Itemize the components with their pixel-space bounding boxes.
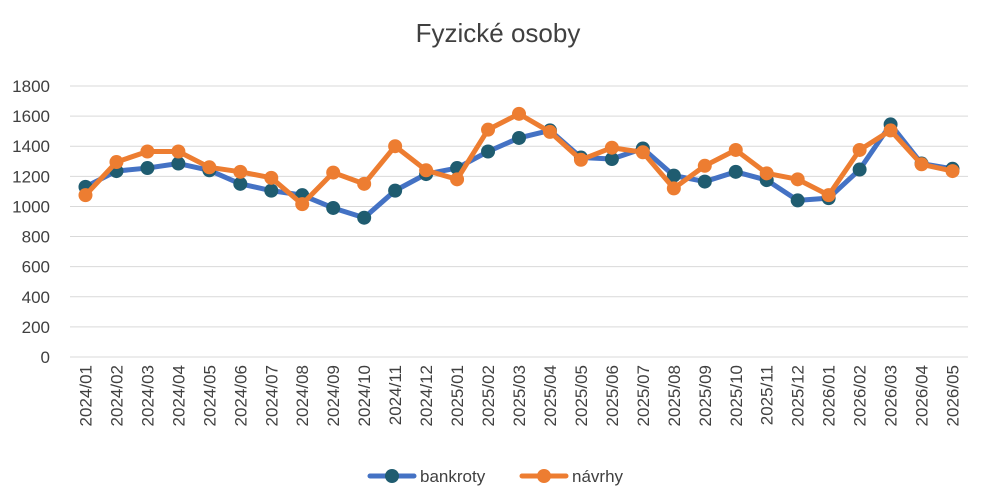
y-axis-ticks: 0 200 400 600 800 1000 1200 1400 1600 1800 xyxy=(12,77,50,367)
x-tick-label: 2025/05 xyxy=(572,365,591,426)
x-tick-label: 2026/01 xyxy=(820,365,839,426)
y-tick-label: 1000 xyxy=(12,197,50,216)
data-point xyxy=(419,163,434,178)
legend-label: bankroty xyxy=(420,467,486,486)
x-tick-label: 2026/02 xyxy=(851,365,870,426)
data-point xyxy=(852,142,867,157)
data-point xyxy=(821,188,836,203)
y-tick-label: 800 xyxy=(22,228,50,247)
data-point xyxy=(481,122,496,137)
data-point xyxy=(202,160,217,175)
y-tick-label: 600 xyxy=(22,258,50,277)
chart-title: Fyzické osoby xyxy=(416,18,581,48)
x-tick-label: 2024/01 xyxy=(76,365,95,426)
data-point xyxy=(171,144,186,159)
y-tick-label: 1800 xyxy=(12,77,50,96)
series-line xyxy=(82,111,956,207)
data-point xyxy=(697,174,712,189)
x-tick-label: 2025/01 xyxy=(448,365,467,426)
x-tick-label: 2026/03 xyxy=(882,365,901,426)
series-layer xyxy=(78,106,960,225)
data-point xyxy=(357,176,372,191)
data-point xyxy=(326,165,341,180)
y-tick-label: 0 xyxy=(41,348,50,367)
data-point xyxy=(264,170,279,185)
data-point xyxy=(945,164,960,179)
data-point xyxy=(450,172,465,187)
data-point xyxy=(326,200,341,215)
data-point xyxy=(604,152,619,167)
x-tick-label: 2024/10 xyxy=(355,365,374,426)
data-point xyxy=(233,164,248,179)
x-tick-label: 2025/07 xyxy=(634,365,653,426)
data-point xyxy=(790,193,805,208)
data-point xyxy=(140,144,155,159)
legend-swatch-marker xyxy=(385,469,399,483)
data-point xyxy=(233,176,248,191)
x-tick-label: 2025/04 xyxy=(541,365,560,426)
legend-item: bankroty xyxy=(367,467,486,486)
data-point xyxy=(573,152,588,167)
x-tick-label: 2026/05 xyxy=(944,365,963,426)
data-point xyxy=(295,197,310,212)
x-tick-label: 2025/06 xyxy=(603,365,622,426)
series-navrhy xyxy=(78,106,960,212)
y-tick-label: 400 xyxy=(22,288,50,307)
y-tick-label: 1400 xyxy=(12,137,50,156)
data-point xyxy=(171,156,186,171)
x-tick-label: 2024/08 xyxy=(293,365,312,426)
data-point xyxy=(78,188,93,203)
x-tick-label: 2024/06 xyxy=(231,365,250,426)
data-point xyxy=(728,164,743,179)
data-point xyxy=(109,155,124,170)
data-point xyxy=(357,210,372,225)
x-tick-label: 2025/02 xyxy=(479,365,498,426)
data-point xyxy=(666,181,681,196)
data-point xyxy=(512,130,526,145)
data-point xyxy=(264,183,279,198)
x-tick-label: 2024/02 xyxy=(107,365,126,426)
legend-item: návrhy xyxy=(519,467,624,486)
x-tick-label: 2024/03 xyxy=(138,365,157,426)
data-point xyxy=(388,139,403,154)
y-tick-label: 1200 xyxy=(12,167,50,186)
x-tick-label: 2024/12 xyxy=(417,365,436,426)
x-tick-label: 2025/11 xyxy=(758,365,777,425)
x-tick-label: 2025/08 xyxy=(665,365,684,426)
data-point xyxy=(542,124,557,139)
gridlines xyxy=(70,85,968,358)
legend: bankroty návrhy xyxy=(367,467,624,486)
data-point xyxy=(852,162,867,177)
data-point xyxy=(666,168,681,183)
data-point xyxy=(790,172,805,187)
data-point xyxy=(759,166,774,181)
y-tick-label: 200 xyxy=(22,318,50,337)
x-tick-label: 2025/12 xyxy=(789,365,808,426)
x-tick-label: 2025/10 xyxy=(727,365,746,426)
data-point xyxy=(883,123,898,138)
x-tick-label: 2024/04 xyxy=(169,365,188,426)
data-point xyxy=(388,183,403,198)
data-point xyxy=(604,140,619,155)
data-point xyxy=(140,161,155,176)
y-tick-label: 1600 xyxy=(12,107,50,126)
data-point xyxy=(728,142,743,157)
x-tick-label: 2024/09 xyxy=(324,365,343,426)
legend-label: návrhy xyxy=(572,467,624,486)
data-point xyxy=(635,145,650,160)
data-point xyxy=(481,144,496,159)
data-point xyxy=(512,106,526,121)
x-tick-label: 2024/05 xyxy=(200,365,219,426)
x-tick-label: 2026/04 xyxy=(913,365,932,426)
x-axis-ticks: 2024/01 2024/02 2024/03 2024/04 2024/05 2024/… xyxy=(76,365,962,426)
data-point xyxy=(697,158,712,173)
x-tick-label: 2025/03 xyxy=(510,365,529,426)
x-tick-label: 2024/07 xyxy=(262,365,281,426)
x-tick-label: 2025/09 xyxy=(696,365,715,426)
x-tick-label: 2024/11 xyxy=(386,365,405,425)
data-point xyxy=(914,157,929,172)
legend-swatch-marker xyxy=(537,469,551,483)
